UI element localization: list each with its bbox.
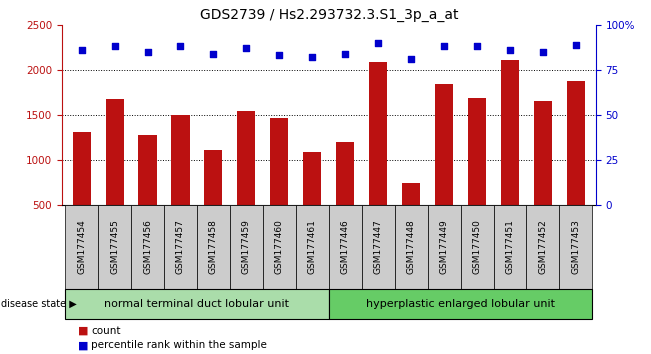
Bar [428,205,460,289]
Text: GSM177453: GSM177453 [572,219,581,274]
Bar [329,289,592,319]
Bar [105,99,124,251]
Bar [567,81,585,251]
Text: GSM177459: GSM177459 [242,219,251,274]
Point [571,42,581,47]
Point [340,51,350,57]
Text: GSM177458: GSM177458 [209,219,218,274]
Bar [303,152,322,251]
Text: GSM177452: GSM177452 [538,219,547,274]
Point [109,44,120,49]
Bar [362,205,395,289]
Point [505,47,515,53]
Bar [72,132,90,251]
Bar [263,205,296,289]
Text: ■: ■ [78,326,89,336]
Text: GSM177457: GSM177457 [176,219,185,274]
Bar [493,205,527,289]
Text: hyperplastic enlarged lobular unit: hyperplastic enlarged lobular unit [366,298,555,309]
Point [143,49,153,55]
Bar [197,205,230,289]
Bar [65,289,329,319]
Text: GSM177455: GSM177455 [110,219,119,274]
Bar [468,98,486,251]
Bar [336,142,354,251]
Text: GSM177448: GSM177448 [407,219,415,274]
Bar [238,111,255,251]
Bar [98,205,131,289]
Text: GSM177454: GSM177454 [77,219,86,274]
Bar [402,183,420,251]
Bar [435,84,453,251]
Point [208,51,219,57]
Bar [164,205,197,289]
Bar [65,205,98,289]
Bar [296,205,329,289]
Text: GSM177456: GSM177456 [143,219,152,274]
Bar [534,101,552,251]
Title: GDS2739 / Hs2.293732.3.S1_3p_a_at: GDS2739 / Hs2.293732.3.S1_3p_a_at [199,8,458,22]
Text: count: count [91,326,120,336]
Bar [559,205,592,289]
Text: GSM177461: GSM177461 [308,219,317,274]
Bar [527,205,559,289]
Bar [171,115,189,251]
Bar [270,118,288,251]
Text: ■: ■ [78,340,89,350]
Bar [131,205,164,289]
Text: GSM177460: GSM177460 [275,219,284,274]
Bar [460,205,493,289]
Bar [139,135,157,251]
Bar [329,205,362,289]
Text: GSM177449: GSM177449 [439,219,449,274]
Point [373,40,383,46]
Bar [230,205,263,289]
Bar [369,62,387,251]
Bar [501,60,519,251]
Point [76,47,87,53]
Text: GSM177451: GSM177451 [505,219,514,274]
Point [538,49,548,55]
Point [307,55,318,60]
Point [175,44,186,49]
Bar [395,205,428,289]
Bar [204,150,223,251]
Point [274,53,284,58]
Point [472,44,482,49]
Point [406,56,417,62]
Text: GSM177447: GSM177447 [374,219,383,274]
Point [241,45,251,51]
Text: percentile rank within the sample: percentile rank within the sample [91,340,267,350]
Text: disease state ▶: disease state ▶ [1,298,76,309]
Text: GSM177446: GSM177446 [340,219,350,274]
Text: GSM177450: GSM177450 [473,219,482,274]
Text: normal terminal duct lobular unit: normal terminal duct lobular unit [104,298,290,309]
Point [439,44,449,49]
